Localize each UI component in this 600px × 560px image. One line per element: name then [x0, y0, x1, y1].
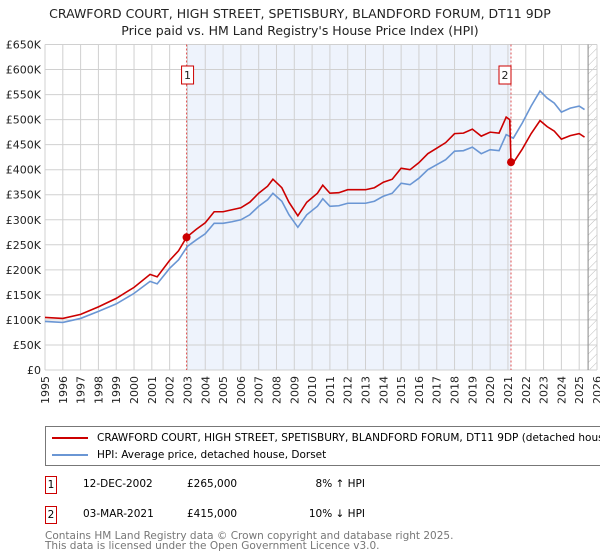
x-tick-label: 2019: [466, 376, 479, 404]
y-tick-label: £150K: [6, 289, 42, 302]
sale-point: [182, 233, 191, 242]
x-tick-label: 2021: [502, 376, 515, 404]
forecast-hatch: [588, 44, 597, 370]
x-tick-label: 1997: [75, 376, 88, 404]
y-tick-label: £550K: [6, 89, 42, 102]
sale-label: 1: [184, 69, 191, 82]
y-tick-label: £100K: [6, 314, 42, 327]
y-tick-label: £450K: [6, 139, 42, 152]
x-tick-label: 2010: [306, 376, 319, 404]
chart-subtitle: Price paid vs. HM Land Registry's House …: [121, 23, 479, 38]
sale-label-box: [181, 65, 195, 85]
sale-hpi-diff: 10% ↓ HPI: [308, 508, 365, 520]
sale-label-box: [498, 65, 512, 85]
x-tick-label: 2007: [253, 376, 266, 404]
x-tick-label: 2008: [270, 376, 283, 404]
y-tick-label: £50K: [13, 339, 42, 352]
x-tick-label: 2023: [538, 376, 551, 404]
x-tick-label: 2017: [431, 376, 444, 404]
x-tick-label: 2026: [591, 376, 600, 404]
x-tick-label: 2013: [360, 376, 373, 404]
x-tick-label: 2009: [288, 376, 301, 404]
x-tick-label: 2018: [449, 376, 462, 404]
chart-title: CRAWFORD COURT, HIGH STREET, SPETISBURY,…: [49, 6, 551, 21]
x-tick-label: 2012: [342, 376, 355, 404]
y-tick-label: £400K: [6, 164, 42, 177]
x-tick-label: 2022: [520, 376, 533, 404]
x-tick-label: 2024: [555, 376, 568, 404]
y-tick-label: £250K: [6, 239, 42, 252]
x-tick-label: 2001: [146, 376, 159, 404]
sale-price: £265,000: [187, 478, 238, 490]
price-chart: 1995 1996 1997 1998 1999 2000 2001 2002 2003 2004…: [6, 39, 600, 405]
y-tick-label: £200K: [6, 264, 42, 277]
legend-label-property: CRAWFORD COURT, HIGH STREET, SPETISBURY,…: [97, 432, 600, 444]
x-tick-label: 2006: [235, 376, 248, 404]
x-tick-label: 2005: [217, 376, 230, 404]
footer-copyright: Contains HM Land Registry data © Crown c…: [45, 530, 454, 542]
x-tick-label: 2004: [199, 376, 212, 404]
x-tick-label: 2000: [128, 376, 141, 404]
sale-label: 2: [501, 69, 508, 82]
sale-price: £415,000: [187, 508, 238, 520]
y-tick-label: £600K: [6, 64, 42, 77]
sale-period-shading: [186, 44, 511, 370]
sale-marker-1: 1: [45, 476, 57, 494]
y-tick-label: £300K: [6, 214, 42, 227]
x-tick-label: 2015: [395, 376, 408, 404]
y-tick-label: £350K: [6, 189, 42, 202]
sale-hpi-diff: 8% ↑ HPI: [315, 478, 365, 490]
x-tick-label: 2002: [164, 376, 177, 404]
footer: Contains HM Land Registry data © Crown c…: [45, 530, 454, 552]
x-tick-label: 1995: [39, 376, 52, 404]
y-tick-label: £500K: [6, 114, 42, 127]
x-tick-label: 2016: [413, 376, 426, 404]
legend-swatch-hpi: [52, 454, 88, 456]
x-tick-label: 2003: [181, 376, 194, 404]
legend-swatch-property: [52, 437, 88, 439]
x-tick-label: 1999: [110, 376, 123, 404]
y-tick-label: £0: [27, 364, 41, 377]
footer-licence: This data is licensed under the Open Gov…: [45, 540, 380, 552]
legend-label-hpi: HPI: Average price, detached house, Dors…: [97, 449, 327, 461]
x-tick-label: 2014: [377, 376, 390, 404]
sale-date: 12-DEC-2002: [83, 478, 153, 490]
legend: CRAWFORD COURT, HIGH STREET, SPETISBURY,…: [45, 426, 600, 466]
x-tick-label: 1996: [57, 376, 70, 404]
x-tick-label: 2011: [324, 376, 337, 404]
y-tick-label: £650K: [6, 39, 42, 52]
x-tick-label: 2025: [573, 376, 586, 404]
x-tick-label: 2020: [484, 376, 497, 404]
x-tick-label: 1998: [92, 376, 105, 404]
sale-date: 03-MAR-2021: [83, 508, 154, 520]
sale-point: [506, 158, 515, 167]
sale-marker-2: 2: [45, 506, 57, 524]
